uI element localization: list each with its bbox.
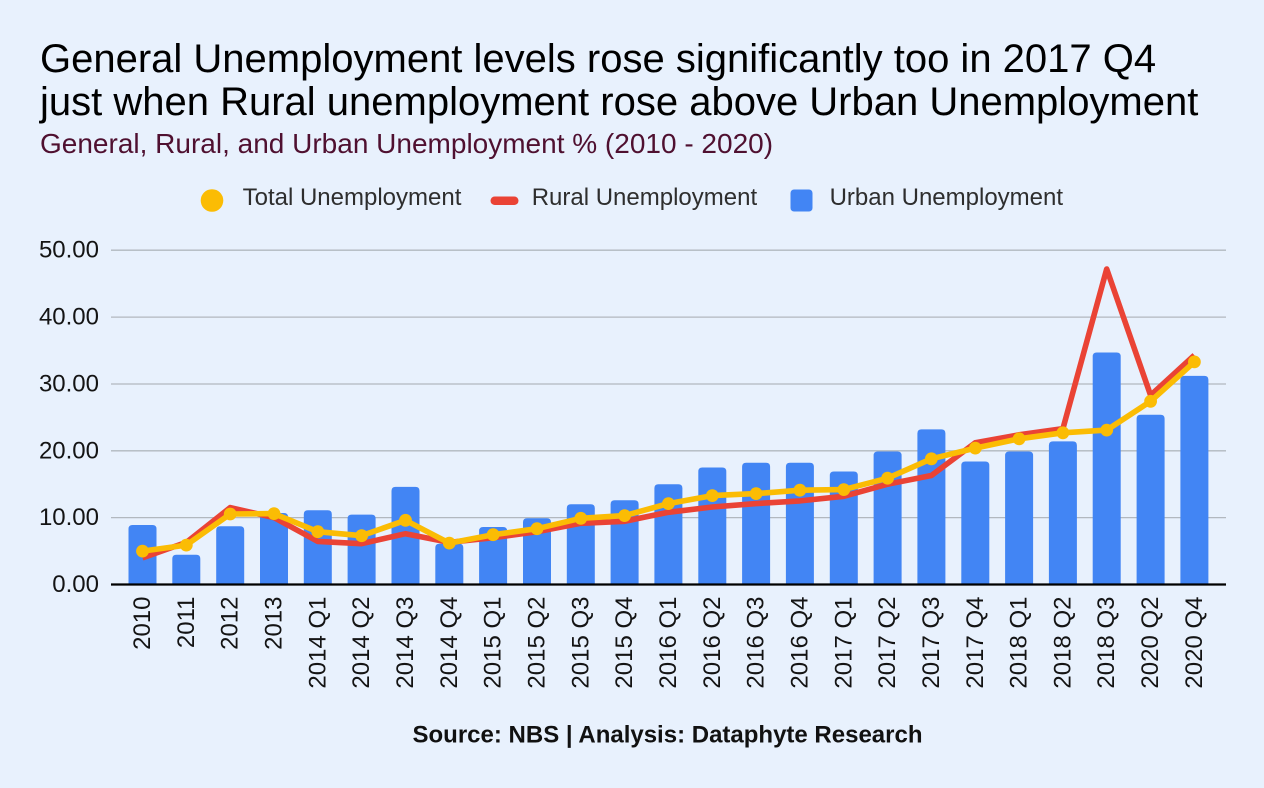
svg-text:2017 Q4: 2017 Q4 — [962, 597, 989, 689]
svg-text:50.00: 50.00 — [39, 237, 99, 264]
svg-text:2016 Q1: 2016 Q1 — [655, 597, 682, 689]
svg-text:10.00: 10.00 — [39, 504, 99, 531]
svg-text:2015 Q3: 2015 Q3 — [567, 597, 594, 689]
svg-text:2015 Q1: 2015 Q1 — [480, 597, 507, 689]
svg-text:0.00: 0.00 — [52, 571, 99, 598]
svg-text:Rural Unemployment: Rural Unemployment — [532, 184, 758, 211]
svg-text:2017 Q3: 2017 Q3 — [918, 597, 945, 689]
svg-text:2018 Q3: 2018 Q3 — [1093, 597, 1120, 689]
svg-text:40.00: 40.00 — [39, 304, 99, 331]
svg-text:2020 Q4: 2020 Q4 — [1181, 597, 1208, 689]
svg-text:Source: NBS | Analysis: Dataph: Source: NBS | Analysis: Dataphyte Resear… — [413, 722, 923, 749]
svg-text:2018 Q1: 2018 Q1 — [1006, 597, 1033, 689]
svg-text:2014 Q3: 2014 Q3 — [392, 597, 419, 689]
svg-text:2010: 2010 — [129, 597, 156, 650]
svg-text:2012: 2012 — [217, 597, 244, 650]
svg-text:2017 Q1: 2017 Q1 — [830, 597, 857, 689]
svg-text:2014 Q2: 2014 Q2 — [348, 597, 375, 689]
svg-text:2014 Q1: 2014 Q1 — [304, 597, 331, 689]
svg-text:2016 Q3: 2016 Q3 — [743, 597, 770, 689]
svg-text:2015 Q2: 2015 Q2 — [524, 597, 551, 689]
svg-text:2013: 2013 — [261, 597, 288, 650]
svg-text:2015 Q4: 2015 Q4 — [611, 597, 638, 689]
svg-text:Total Unemployment: Total Unemployment — [243, 184, 462, 211]
svg-text:2018 Q2: 2018 Q2 — [1049, 597, 1076, 689]
svg-text:Urban Unemployment: Urban Unemployment — [830, 184, 1064, 211]
svg-text:2014 Q4: 2014 Q4 — [436, 597, 463, 689]
svg-text:2016 Q2: 2016 Q2 — [699, 597, 726, 689]
svg-text:2020 Q2: 2020 Q2 — [1137, 597, 1164, 689]
svg-text:2016 Q4: 2016 Q4 — [786, 597, 813, 689]
svg-text:30.00: 30.00 — [39, 371, 99, 398]
svg-text:2017 Q2: 2017 Q2 — [874, 597, 901, 689]
svg-text:20.00: 20.00 — [39, 437, 99, 464]
svg-text:2011: 2011 — [173, 597, 200, 649]
